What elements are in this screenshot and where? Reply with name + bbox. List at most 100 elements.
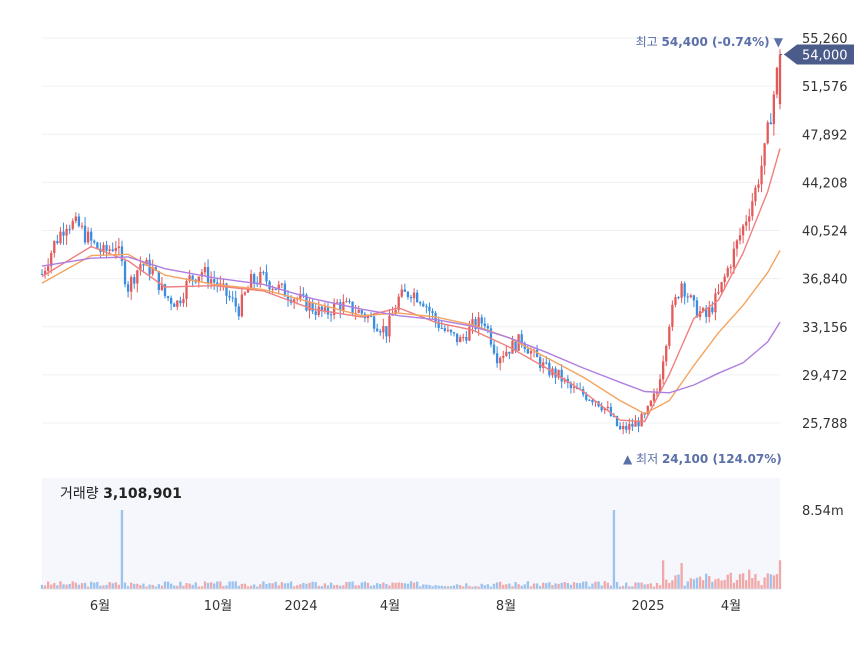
- candle-body: [689, 295, 692, 298]
- candle-body: [179, 300, 182, 304]
- volume-bar: [514, 582, 517, 589]
- candle-body: [757, 184, 760, 188]
- candle-body: [705, 308, 708, 317]
- volume-bar: [705, 573, 708, 589]
- volume-bar: [123, 582, 127, 589]
- volume-bar: [256, 586, 259, 589]
- volume-bar: [557, 583, 560, 589]
- volume-bar: [339, 585, 342, 589]
- volume-bar: [726, 574, 729, 589]
- candle-body: [634, 421, 637, 427]
- volume-bar: [760, 585, 763, 589]
- candle-body: [520, 334, 523, 344]
- candle-body: [708, 307, 711, 317]
- candle-body: [71, 221, 74, 229]
- candle-body: [271, 288, 274, 290]
- volume-bar: [308, 582, 311, 589]
- volume-bar: [674, 575, 677, 589]
- volume-bar: [259, 584, 262, 589]
- volume-bar: [342, 585, 345, 589]
- candle-body: [459, 337, 462, 343]
- candle-body: [480, 317, 483, 324]
- candle-body: [123, 261, 127, 285]
- candle-body: [542, 362, 545, 368]
- volume-bar: [517, 584, 520, 589]
- volume-bar: [631, 586, 634, 589]
- candle-body: [640, 413, 643, 427]
- volume-bar: [289, 581, 293, 589]
- volume-bar: [394, 582, 397, 589]
- volume-bar: [628, 586, 631, 589]
- volume-bar: [151, 584, 154, 589]
- volume-bar: [452, 585, 456, 589]
- volume-bar: [634, 582, 637, 589]
- candle-body: [649, 400, 653, 406]
- candle-body: [130, 277, 133, 292]
- candle-body: [422, 303, 425, 307]
- volume-bar: [434, 585, 437, 589]
- volume-bar: [412, 582, 416, 589]
- volume-bar: [566, 583, 569, 589]
- volume-bar: [191, 584, 194, 589]
- volume-bar: [462, 586, 465, 589]
- volume-bar: [680, 563, 683, 589]
- volume-bar: [302, 582, 305, 589]
- volume-bar: [136, 583, 139, 589]
- candle-body: [83, 225, 87, 243]
- volume-bar: [526, 581, 530, 589]
- moving-average-line: [41, 148, 781, 423]
- candle-body: [62, 231, 65, 236]
- volume-bar: [188, 583, 191, 589]
- volume-bar: [283, 583, 287, 589]
- candle-body: [628, 423, 631, 430]
- volume-bar: [523, 584, 526, 589]
- volume-bar: [379, 583, 382, 589]
- volume-bar: [363, 581, 367, 589]
- volume-bar: [108, 582, 111, 589]
- volume-bar: [763, 577, 766, 589]
- volume-bar: [139, 585, 142, 589]
- candle-body: [406, 291, 410, 298]
- candle-body: [80, 225, 84, 227]
- volume-bar: [268, 583, 271, 589]
- volume-bar: [274, 581, 277, 589]
- candle-body: [166, 296, 170, 298]
- volume-bar: [535, 583, 539, 589]
- candle-body: [711, 307, 714, 313]
- volume-bar: [68, 584, 71, 589]
- candle-body: [206, 267, 210, 283]
- volume-bar: [329, 582, 333, 589]
- candle-body: [717, 291, 720, 294]
- price-tick-label: 36,840: [802, 273, 848, 288]
- candle-body: [163, 284, 167, 297]
- volume-bar: [296, 585, 299, 589]
- price-tick-label: 29,472: [802, 369, 848, 384]
- volume-bar: [348, 581, 351, 589]
- candle-body: [446, 329, 450, 331]
- volume-bar: [600, 585, 603, 589]
- volume-bar: [117, 584, 121, 589]
- low-annotation-prefix: 최저: [636, 452, 662, 466]
- volume-bar: [542, 582, 545, 589]
- volume-bar: [366, 582, 370, 589]
- candle-body: [249, 274, 253, 289]
- candle-body: [173, 303, 176, 307]
- volume-bar: [419, 586, 422, 589]
- volume-bar: [609, 585, 613, 589]
- candle-body: [382, 326, 385, 333]
- candle-body: [545, 362, 548, 364]
- candle-body: [86, 231, 90, 243]
- volume-bar: [222, 586, 225, 589]
- volume-bar: [56, 585, 59, 589]
- volume-bar: [148, 584, 151, 589]
- volume-bar: [50, 584, 53, 589]
- candle-body: [665, 345, 668, 362]
- volume-bar: [173, 585, 176, 589]
- volume-bar: [646, 584, 649, 589]
- candle-body: [677, 297, 680, 299]
- candle-body: [53, 241, 56, 253]
- candle-body: [769, 122, 772, 125]
- volume-bar: [437, 585, 440, 589]
- volume-bar: [671, 580, 674, 589]
